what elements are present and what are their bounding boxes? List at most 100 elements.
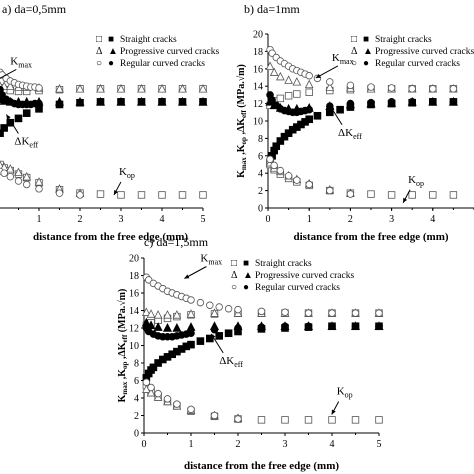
- data-point: [35, 84, 43, 92]
- data-point: [35, 99, 43, 108]
- y-tick-label: 14: [253, 82, 263, 93]
- y-tick-label: 8: [134, 359, 139, 370]
- data-point: [346, 81, 355, 90]
- legend-entry: Progressive curved cracks: [120, 47, 219, 57]
- data-point: [387, 98, 396, 106]
- data-point: [116, 84, 126, 93]
- data-point: [269, 67, 279, 76]
- data-point: [206, 301, 214, 309]
- data-point: [336, 105, 344, 114]
- y-tick-label: 10: [129, 341, 139, 352]
- legend-entry: Straight cracks: [375, 35, 432, 45]
- x-tick-label: 2: [348, 214, 353, 225]
- data-point: [75, 84, 85, 93]
- annotation-arrowhead: [184, 274, 190, 279]
- data-point: [147, 383, 155, 392]
- data-point: [257, 416, 266, 424]
- legend-symbol-filled: ■: [243, 258, 249, 269]
- legend-symbol-open: □: [96, 34, 102, 45]
- series-circle-open: [266, 155, 355, 198]
- data-point: [408, 98, 417, 106]
- data-point: [186, 309, 196, 318]
- data-point: [328, 309, 336, 317]
- x-tick-label: 3: [119, 214, 124, 225]
- y-tick-label: 6: [134, 376, 139, 387]
- data-point: [224, 305, 233, 313]
- data-point: [5, 164, 15, 173]
- x-tick-label: 5: [377, 439, 382, 450]
- data-point: [163, 395, 172, 403]
- x-tick-label: 5: [201, 214, 206, 225]
- series-circle-filled: [266, 91, 458, 117]
- y-tick-label: 0: [134, 429, 139, 440]
- data-point: [199, 191, 207, 199]
- legend-entry: Regular curved cracks: [255, 283, 340, 293]
- legend-symbol-filled: ▲: [108, 46, 118, 57]
- data-point: [270, 161, 278, 170]
- annotation-arrowhead: [331, 409, 336, 415]
- data-point: [408, 191, 416, 199]
- data-point: [173, 400, 181, 408]
- legend-symbol-filled: ●: [363, 58, 369, 69]
- data-point: [375, 416, 383, 424]
- data-point: [326, 78, 334, 86]
- annotation-arrowhead: [211, 333, 216, 339]
- data-point: [95, 96, 106, 106]
- data-point: [196, 337, 205, 345]
- panel-a: a) da=0,5mm 1 2 3 4 5 distance from the free e…: [0, 2, 219, 243]
- annotation-arrowhead: [315, 73, 321, 78]
- data-point: [162, 323, 173, 332]
- data-point: [178, 191, 187, 199]
- chart-title: b) da=1mm: [244, 2, 300, 16]
- y-tick-label: 4: [134, 394, 139, 405]
- legend-symbol-open: Δ: [351, 46, 358, 57]
- data-point: [22, 171, 32, 181]
- data-point: [304, 416, 313, 424]
- data-point: [276, 71, 285, 81]
- data-point: [96, 190, 105, 198]
- data-point: [367, 98, 375, 107]
- annotation-label: ΔKeff: [14, 135, 38, 149]
- data-point: [325, 82, 335, 91]
- legend-symbol-open: Δ: [96, 46, 103, 57]
- legend-symbol-filled: ▲: [243, 270, 253, 281]
- data-point: [281, 322, 289, 331]
- data-point: [187, 329, 195, 338]
- data-point: [22, 109, 31, 117]
- data-point: [284, 75, 293, 84]
- data-point: [5, 81, 15, 90]
- data-point: [284, 92, 293, 100]
- y-tick-label: 12: [253, 99, 263, 110]
- data-point: [14, 167, 23, 177]
- data-point: [351, 322, 360, 331]
- x-tick-label: 3: [389, 214, 394, 225]
- data-point: [429, 98, 437, 106]
- data-point: [375, 309, 383, 317]
- data-point: [146, 309, 156, 318]
- series-circle-open: [0, 167, 84, 199]
- data-point: [272, 142, 281, 151]
- data-point: [210, 308, 219, 317]
- data-point: [293, 90, 301, 98]
- y-tick-label: 4: [258, 169, 263, 180]
- data-point: [305, 115, 313, 124]
- legend-symbol-open: ○: [351, 58, 357, 69]
- y-tick-label: 20: [253, 30, 263, 41]
- annotation-label: Kmax: [200, 253, 222, 267]
- x-tick-label: 1: [307, 214, 312, 225]
- x-tick-label: 4: [330, 439, 335, 450]
- series-circle-filled: [142, 322, 383, 341]
- y-axis-label: Kmax ,Kop ,ΔKeff (MPa.√m): [117, 289, 129, 403]
- data-point: [0, 124, 8, 132]
- data-point: [234, 415, 242, 423]
- data-point: [187, 340, 195, 349]
- x-tick-label: 0: [142, 439, 147, 450]
- legend-entry: Progressive curved cracks: [375, 47, 474, 57]
- legend-symbol-filled: ●: [243, 282, 249, 293]
- annotation-arrowhead: [113, 189, 118, 195]
- data-point: [313, 111, 322, 120]
- legend-symbol-open: Δ: [231, 270, 238, 281]
- x-axis-label: distance from the free edge (mm): [293, 231, 448, 243]
- y-tick-label: 8: [258, 134, 263, 145]
